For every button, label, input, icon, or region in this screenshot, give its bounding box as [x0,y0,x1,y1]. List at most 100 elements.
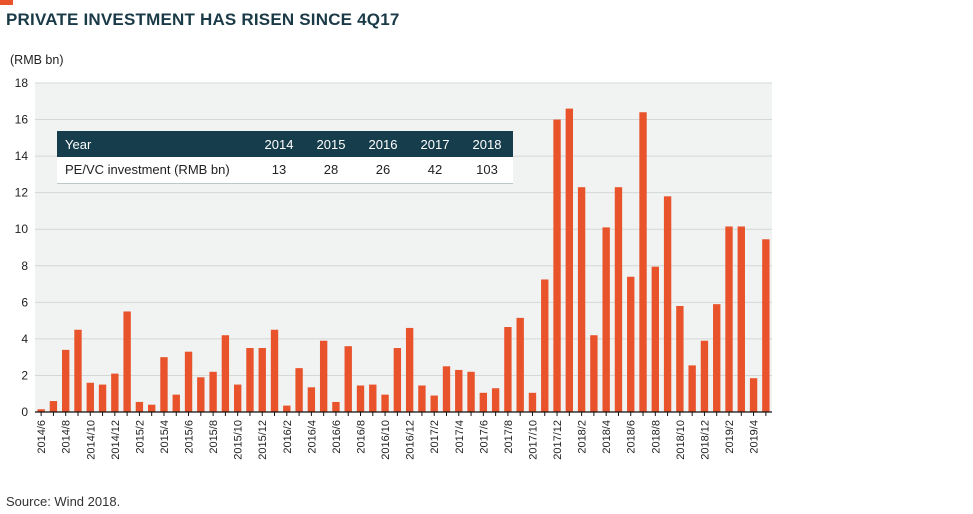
bar [270,329,279,412]
bar [160,357,168,412]
x-tick-label: 2018/10 [675,420,687,460]
x-tick-label: 2018/8 [650,420,662,454]
y-tick-label: 6 [21,295,28,309]
x-tick-label: 2018/6 [626,420,638,454]
bars [37,108,770,413]
x-tick-label: 2014/10 [85,420,97,460]
table-header-cell: 2017 [420,136,450,152]
bar [332,401,340,412]
table-cell: 42 [409,157,461,184]
bar [516,317,524,412]
bar [676,305,684,412]
x-tick-label: 2014/6 [36,420,48,454]
chart-title: PRIVATE INVESTMENT HAS RISEN SINCE 4Q17 [6,10,400,29]
bar [111,373,119,412]
table-header-cell: 2018 [472,136,502,152]
x-tick-label: 2014/8 [61,420,73,454]
bar [565,108,574,412]
x-tick-label: 2016/2 [282,420,294,454]
table-cell: 28 [305,157,357,184]
bar [319,340,328,412]
bar [221,335,230,412]
bar [688,365,696,412]
investment-summary-table: Year 2014 2015 2016 2017 2018 PE/VC inve… [57,131,513,184]
table-header-cell: 2015 [316,136,346,152]
table-header-row: Year 2014 2015 2016 2017 2018 [57,131,513,157]
bar [246,348,254,412]
y-tick-label: 10 [15,222,29,236]
bar [455,369,463,412]
bar [295,368,303,412]
bar [713,304,721,412]
bar [197,377,205,412]
bar [98,384,107,412]
x-tick-label: 2015/4 [159,420,171,454]
x-tick-label: 2015/12 [257,420,269,460]
bar [37,409,45,412]
bar [651,266,659,412]
bar [504,327,512,412]
bar [553,119,561,413]
x-tick-label: 2018/2 [577,420,589,454]
x-tick-label: 2016/8 [356,420,368,454]
bar [135,401,144,412]
bar [381,394,389,412]
bar [123,311,131,412]
bar [258,348,266,412]
y-tick-label: 18 [15,76,29,90]
bar [467,371,475,412]
bar [627,276,635,412]
y-axis-unit-label: (RMB bn) [10,53,63,67]
table-cell: 103 [461,157,513,184]
table-cell: 26 [357,157,409,184]
bar [356,385,365,412]
x-tick-label: 2016/12 [405,420,417,460]
bar [491,388,500,412]
x-tick-label: 2017/12 [552,420,564,460]
bar [393,348,402,412]
bar [479,392,488,412]
y-tick-label: 2 [21,368,28,382]
y-tick-label: 12 [15,186,29,200]
y-tick-label: 14 [15,149,29,163]
x-tick-label: 2014/12 [110,420,122,460]
x-tick-label: 2015/2 [134,420,146,454]
x-tick-label: 2015/6 [184,420,196,454]
bar [49,401,58,412]
x-tick-label: 2017/4 [454,420,466,454]
x-axis: 2014/6 2014/8 2014/10 2014/12 2015/2 2015/4 20… [35,411,772,460]
x-tick-label: 2017/2 [429,420,441,454]
bar [405,327,414,412]
x-tick-label: 2017/10 [527,420,539,460]
x-tick-label: 2015/8 [208,420,220,454]
bar [602,227,610,412]
bar [86,382,94,412]
gridlines [35,82,772,376]
bar [541,279,549,412]
x-tick-label: 2019/4 [749,420,761,454]
table-header-cell: 2014 [264,136,294,152]
y-tick-label: 8 [21,259,28,273]
bar [369,384,377,412]
x-tick-label: 2017/6 [478,420,490,454]
x-tick-label: 2016/6 [331,420,343,454]
title-accent-bar [0,0,13,5]
bar [184,351,193,412]
bar [442,366,451,412]
x-tick-label: 2018/12 [699,420,711,460]
bar [233,384,242,412]
x-tick-label: 2019/2 [724,420,736,454]
bar [749,378,758,412]
plot-area [35,83,772,412]
bar [418,385,426,412]
x-tick-label: 2017/8 [503,420,515,454]
bar [344,346,352,412]
bar [172,394,180,412]
bar [577,187,586,412]
bar [590,335,598,412]
y-axis: 0 2 4 6 8 10 12 14 16 18 [15,76,29,419]
bar [74,329,82,412]
table-header-cell: 2016 [368,136,398,152]
bar [725,226,733,412]
bar [700,340,709,412]
